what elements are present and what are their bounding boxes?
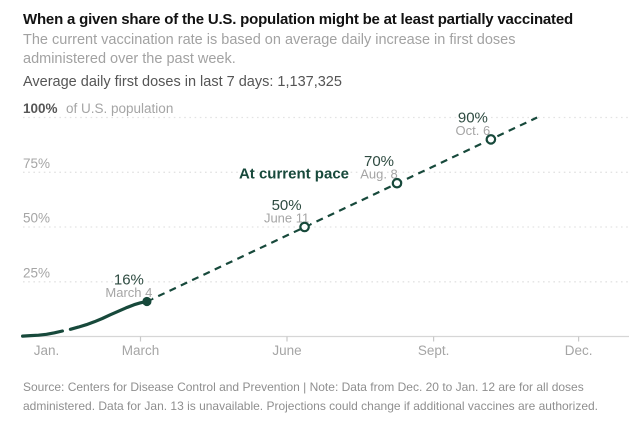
chart-title: When a given share of the U.S. populatio… xyxy=(23,11,573,28)
marker-date-label: Oct. 6 xyxy=(456,123,491,138)
source-note: Source: Centers for Disease Control and … xyxy=(23,378,598,415)
y-axis-unit-label: of U.S. population xyxy=(66,101,173,116)
marker-pct-label: 90% xyxy=(458,109,488,126)
marker-dot-open xyxy=(391,177,403,189)
source-note-line1: Source: Centers for Disease Control and … xyxy=(23,380,584,394)
chart-subtitle-line2: administered over the past week. xyxy=(23,51,236,67)
x-axis-label: Sept. xyxy=(418,343,450,358)
y-axis-label: 75% xyxy=(23,156,50,171)
x-axis-label: Dec. xyxy=(565,343,593,358)
x-axis-label: Jan. xyxy=(34,343,60,358)
marker-dot-open xyxy=(485,134,497,145)
chart-subtitle-line1: The current vaccination rate is based on… xyxy=(23,32,516,48)
marker-pct-label: 16% xyxy=(114,272,144,289)
y-axis-label: 50% xyxy=(23,211,50,226)
actual-pace-line xyxy=(21,329,65,338)
projection-line xyxy=(146,116,538,303)
marker-pct-label: 70% xyxy=(364,153,394,170)
source-note-line2: administered. Data for Jan. 13 is unavai… xyxy=(23,398,599,413)
y-axis-label: 25% xyxy=(23,265,50,280)
actual-pace-line xyxy=(68,299,149,331)
marker-dot-filled xyxy=(142,296,152,307)
y-axis-label: 100% xyxy=(23,101,58,116)
marker-dot-open xyxy=(299,221,310,233)
marker-date-label: June 11 xyxy=(264,211,309,226)
marker-date-label: March 4 xyxy=(105,285,152,300)
average-daily-doses-stat: Average daily first doses in last 7 days… xyxy=(23,74,342,90)
x-axis-label: June xyxy=(272,343,301,358)
marker-date-label: Aug. 8 xyxy=(360,167,398,182)
chart-subtitle: The current vaccination rate is based on… xyxy=(23,31,515,69)
x-axis-label: March xyxy=(122,343,160,358)
marker-pct-label: 50% xyxy=(272,197,302,214)
annotation-at-current-pace: At current pace xyxy=(239,166,349,183)
